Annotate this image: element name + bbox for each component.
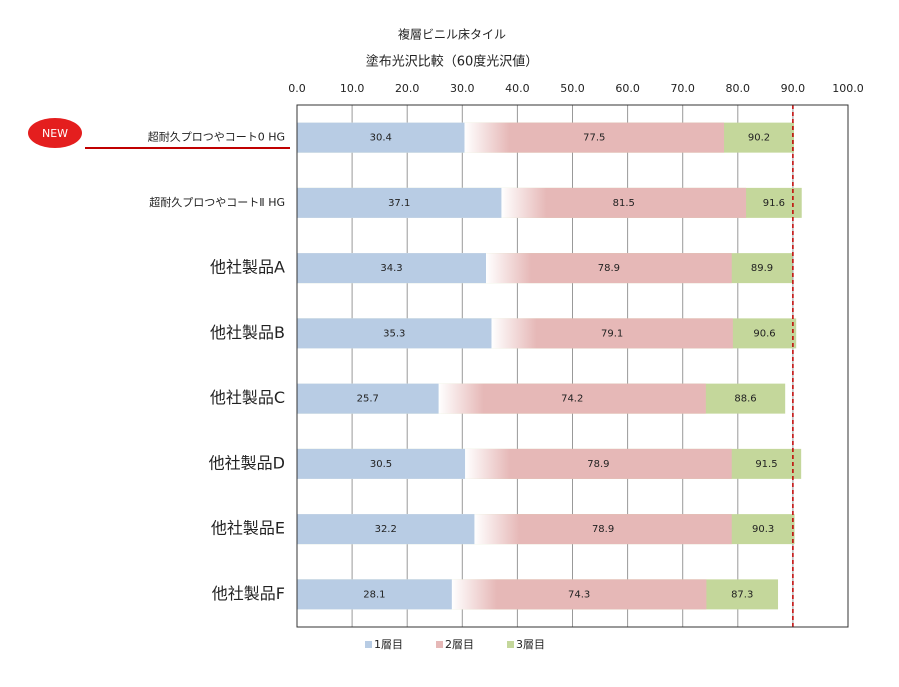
legend-label: 2層目	[445, 638, 474, 651]
bar	[297, 253, 486, 284]
bar	[297, 383, 439, 414]
bar	[297, 187, 502, 218]
data-label: 74.2	[561, 394, 583, 405]
data-label: 78.9	[592, 524, 614, 535]
y-tick-label: 超耐久プロつやコート0 HG	[148, 130, 285, 144]
bar	[297, 448, 466, 479]
data-label: 81.5	[613, 198, 635, 209]
chart-subtitle: 塗布光沢比較（60度光沢値）	[366, 54, 539, 70]
data-label: 25.7	[357, 394, 379, 405]
y-tick-label: 他社製品E	[211, 519, 285, 538]
x-tick-label: 20.0	[395, 82, 420, 95]
data-label: 34.3	[380, 263, 402, 274]
data-label: 88.6	[734, 394, 756, 405]
x-tick-label: 70.0	[670, 82, 695, 95]
data-label: 74.3	[568, 589, 590, 600]
x-tick-label: 50.0	[560, 82, 585, 95]
new-badge-text: NEW	[42, 127, 68, 140]
data-label: 89.9	[751, 263, 773, 274]
bar	[297, 579, 452, 610]
data-label: 78.9	[598, 263, 620, 274]
bar	[297, 318, 492, 349]
x-tick-label: 80.0	[726, 82, 751, 95]
y-tick-label: 他社製品F	[212, 584, 285, 603]
data-label: 90.3	[752, 524, 774, 535]
legend-label: 1層目	[374, 638, 403, 651]
data-label: 90.6	[753, 328, 775, 339]
y-tick-label: 超耐久プロつやコートⅡ HG	[149, 195, 285, 209]
data-label: 30.4	[370, 133, 392, 144]
y-tick-label: 他社製品C	[210, 388, 285, 407]
bar	[297, 514, 475, 545]
data-label: 91.6	[763, 198, 785, 209]
data-label: 32.2	[375, 524, 397, 535]
y-tick-label: 他社製品A	[210, 258, 285, 277]
bar	[297, 122, 465, 153]
data-label: 79.1	[601, 328, 623, 339]
x-tick-label: 40.0	[505, 82, 530, 95]
data-label: 78.9	[587, 459, 609, 470]
data-label: 77.5	[583, 133, 605, 144]
data-label: 35.3	[383, 328, 405, 339]
x-tick-label: 100.0	[832, 82, 864, 95]
data-label: 37.1	[388, 198, 410, 209]
plot-border	[296, 104, 849, 628]
legend-swatch	[507, 641, 514, 648]
data-label: 87.3	[731, 589, 753, 600]
data-label: 28.1	[363, 589, 385, 600]
data-label: 30.5	[370, 459, 392, 470]
chart-title: 複層ビニル床タイル	[398, 27, 506, 42]
x-tick-label: 0.0	[288, 82, 306, 95]
legend-swatch	[436, 641, 443, 648]
x-tick-label: 10.0	[340, 82, 365, 95]
y-tick-label: 他社製品D	[209, 453, 285, 472]
y-tick-label: 他社製品B	[210, 323, 285, 342]
new-badge	[28, 118, 82, 148]
data-label: 91.5	[755, 459, 777, 470]
x-tick-label: 90.0	[781, 82, 806, 95]
x-tick-label: 60.0	[615, 82, 640, 95]
legend-label: 3層目	[516, 638, 545, 651]
x-tick-label: 30.0	[450, 82, 475, 95]
legend-swatch	[365, 641, 372, 648]
data-label: 90.2	[748, 133, 770, 144]
